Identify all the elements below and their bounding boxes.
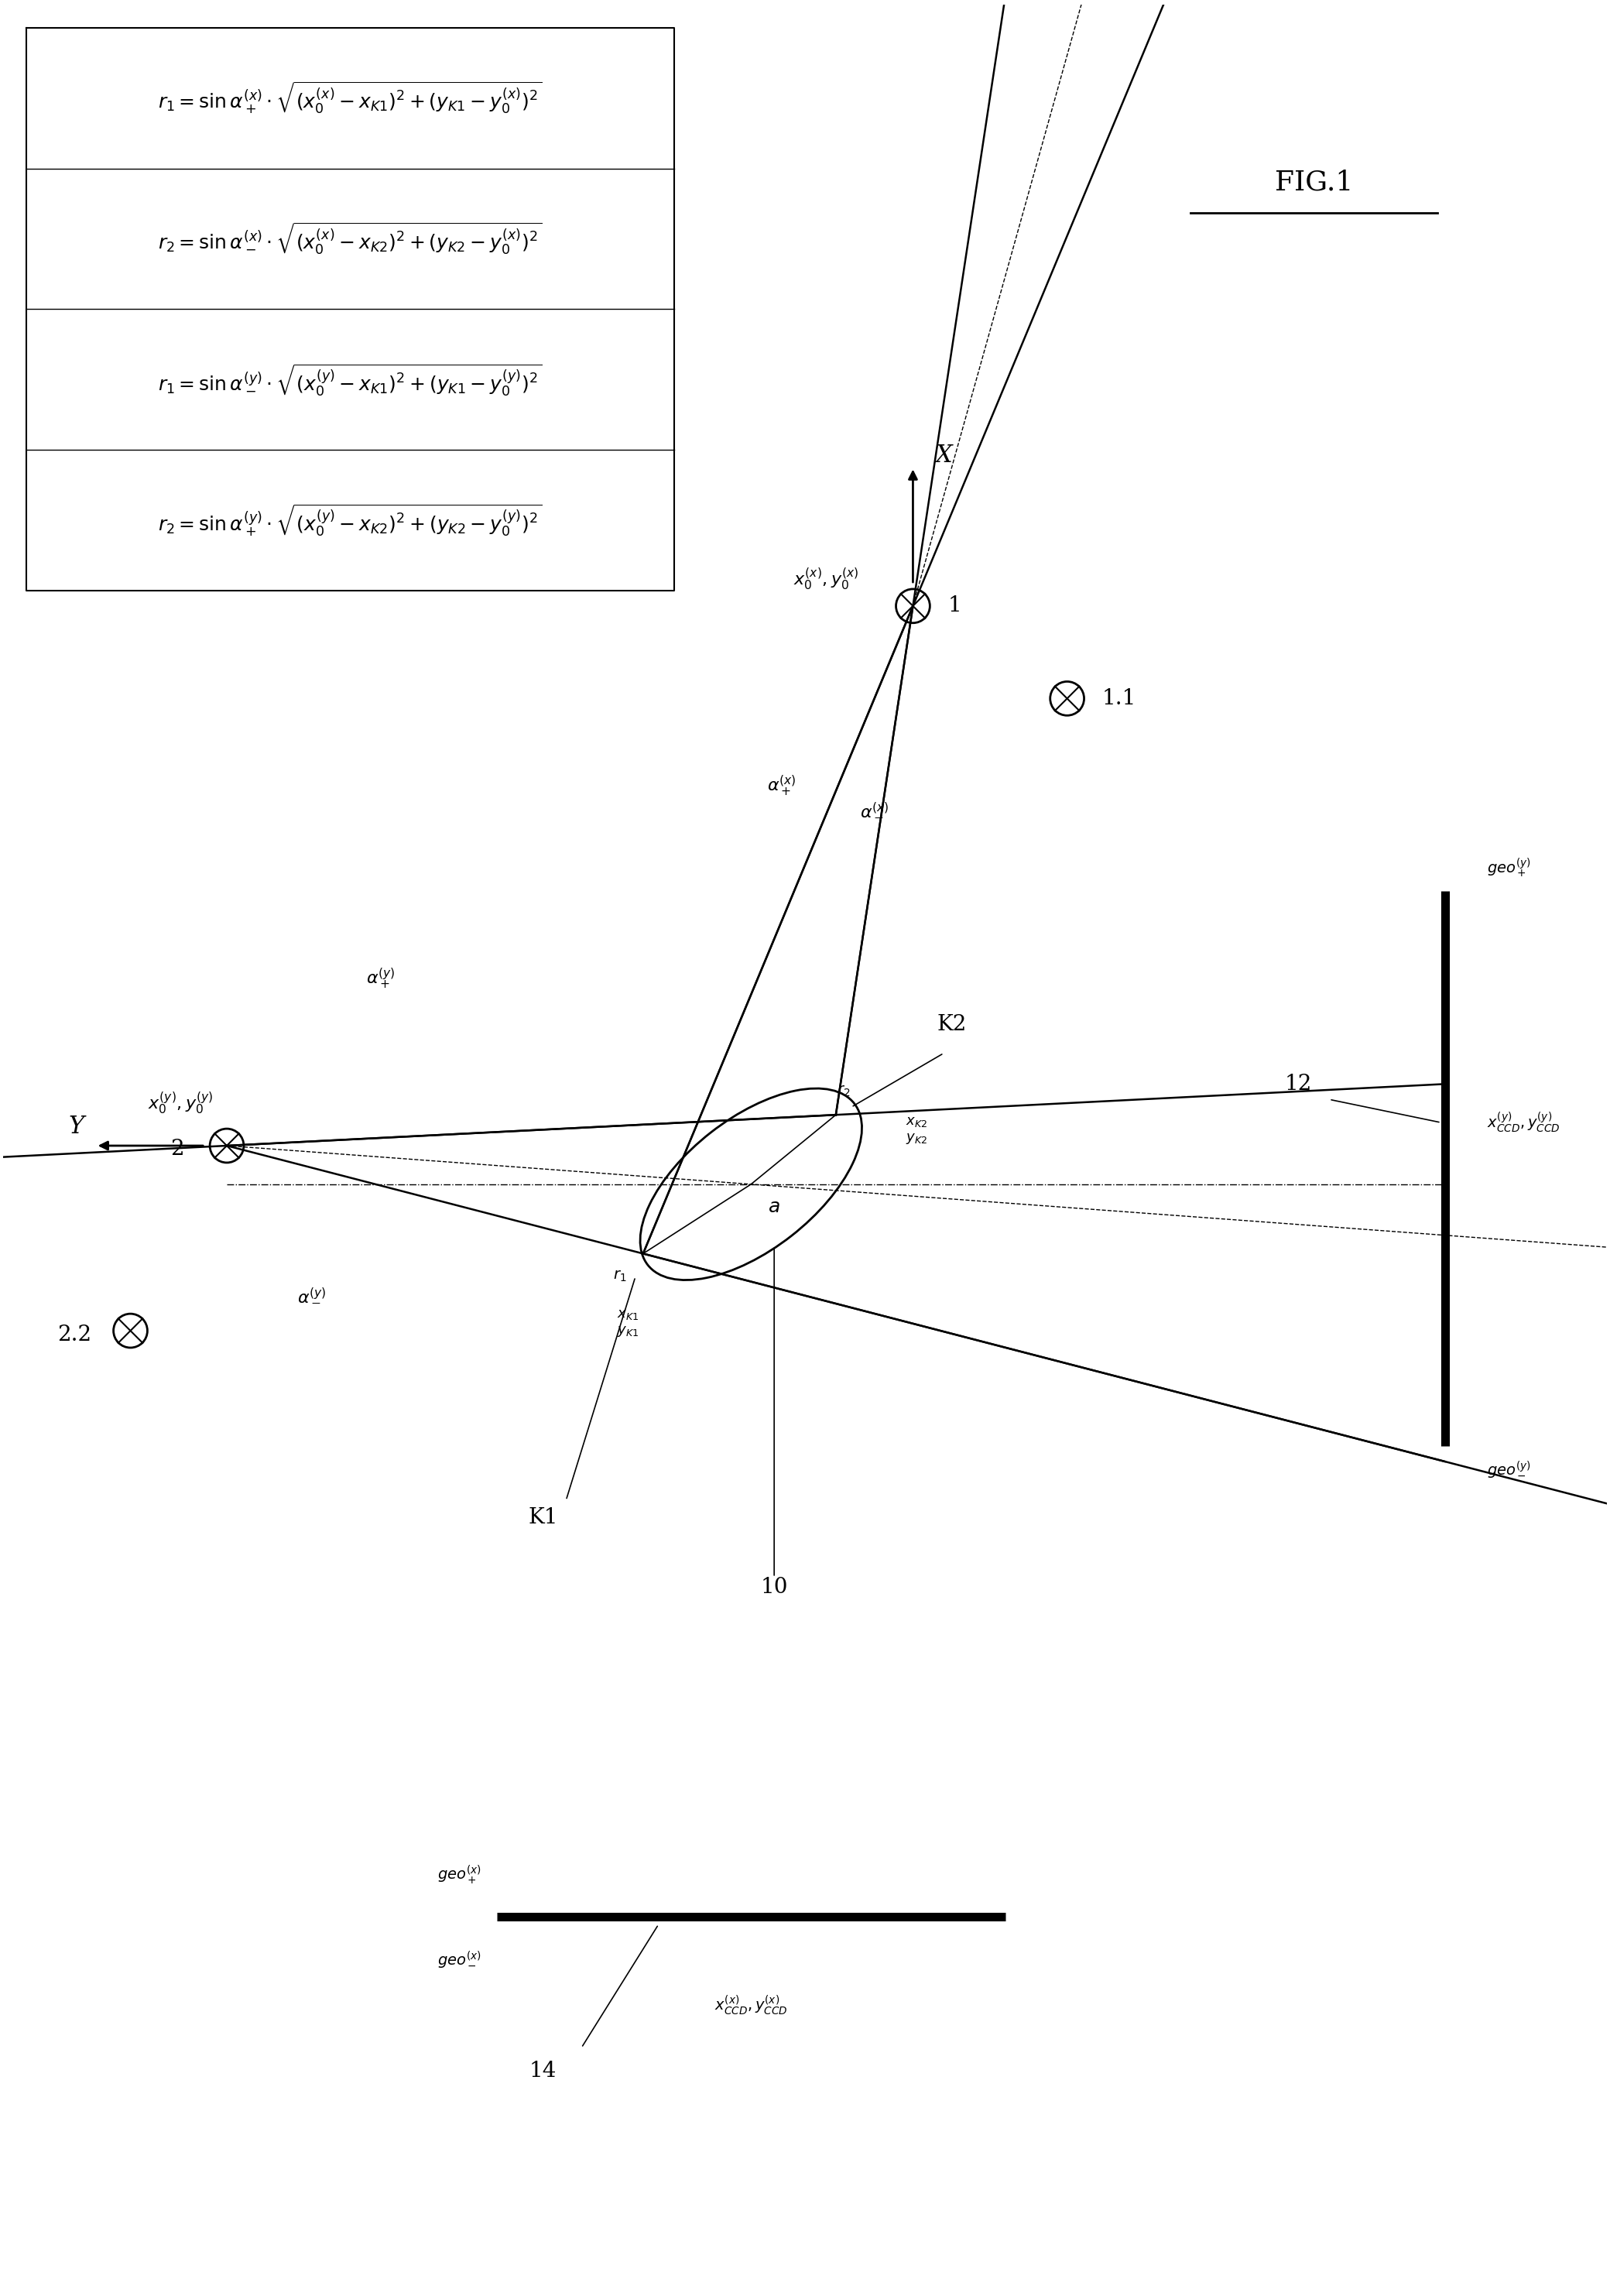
Text: 2: 2 [171,1139,185,1159]
Text: $x_0^{(x)},y_0^{(x)}$: $x_0^{(x)},y_0^{(x)}$ [794,567,860,592]
Text: 12: 12 [1285,1075,1312,1095]
Text: $r_2$: $r_2$ [837,1084,850,1100]
Text: $r_1$: $r_1$ [613,1270,626,1283]
Text: $geo_-^{(y)}$: $geo_-^{(y)}$ [1488,1460,1531,1479]
Text: $x_{CCD}^{(y)},y_{CCD}^{(y)}$: $x_{CCD}^{(y)},y_{CCD}^{(y)}$ [1488,1111,1560,1134]
Text: K2: K2 [937,1015,966,1035]
Text: FIG.1: FIG.1 [1275,170,1352,195]
Text: $r_2= \sin\alpha_+^{(y)}\cdot \sqrt{(x_0^{(y)}-x_{K2})^2+(y_{K2}-y_0^{(y)})^2}$: $r_2= \sin\alpha_+^{(y)}\cdot \sqrt{(x_0… [158,503,543,537]
Text: $x_{CCD}^{(x)},y_{CCD}^{(x)}$: $x_{CCD}^{(x)},y_{CCD}^{(x)}$ [715,1993,787,2016]
Text: $x_{K1}$
$y_{K1}$: $x_{K1}$ $y_{K1}$ [617,1306,639,1339]
Text: $x_{K2}$
$y_{K2}$: $x_{K2}$ $y_{K2}$ [906,1114,927,1146]
Text: $\alpha_+^{(x)}$: $\alpha_+^{(x)}$ [768,774,797,797]
Text: $\alpha_-^{(y)}$: $\alpha_-^{(y)}$ [296,1286,327,1304]
Text: 2.2: 2.2 [58,1325,92,1345]
Text: $r_1= \sin\alpha_-^{(y)}\cdot \sqrt{(x_0^{(y)}-x_{K1})^2+(y_{K1}-y_0^{(y)})^2}$: $r_1= \sin\alpha_-^{(y)}\cdot \sqrt{(x_0… [158,363,543,397]
Text: $a$: $a$ [768,1199,781,1217]
Text: $x_0^{(y)},y_0^{(y)}$: $x_0^{(y)},y_0^{(y)}$ [148,1091,213,1116]
Text: $geo_-^{(x)}$: $geo_-^{(x)}$ [438,1949,481,1970]
Text: $geo_+^{(x)}$: $geo_+^{(x)}$ [438,1862,481,1885]
Text: $\alpha_-^{(x)}$: $\alpha_-^{(x)}$ [860,801,889,817]
Text: 10: 10 [760,1577,787,1598]
Text: 14: 14 [530,2060,557,2082]
Text: Y: Y [69,1114,84,1139]
Text: $geo_+^{(y)}$: $geo_+^{(y)}$ [1488,856,1531,879]
Text: X: X [935,443,953,468]
Text: 1.1: 1.1 [1101,689,1137,709]
Text: $r_2= \sin\alpha_-^{(x)}\cdot \sqrt{(x_0^{(x)}-x_{K2})^2+(y_{K2}-y_0^{(x)})^2}$: $r_2= \sin\alpha_-^{(x)}\cdot \sqrt{(x_0… [158,220,543,257]
Text: $\alpha_+^{(y)}$: $\alpha_+^{(y)}$ [367,967,396,990]
Text: $r_1= \sin\alpha_+^{(x)}\cdot \sqrt{(x_0^{(x)}-x_{K1})^2+(y_{K1}-y_0^{(x)})^2}$: $r_1= \sin\alpha_+^{(x)}\cdot \sqrt{(x_0… [158,80,543,115]
Text: K1: K1 [528,1506,557,1529]
Text: 1: 1 [948,595,961,615]
